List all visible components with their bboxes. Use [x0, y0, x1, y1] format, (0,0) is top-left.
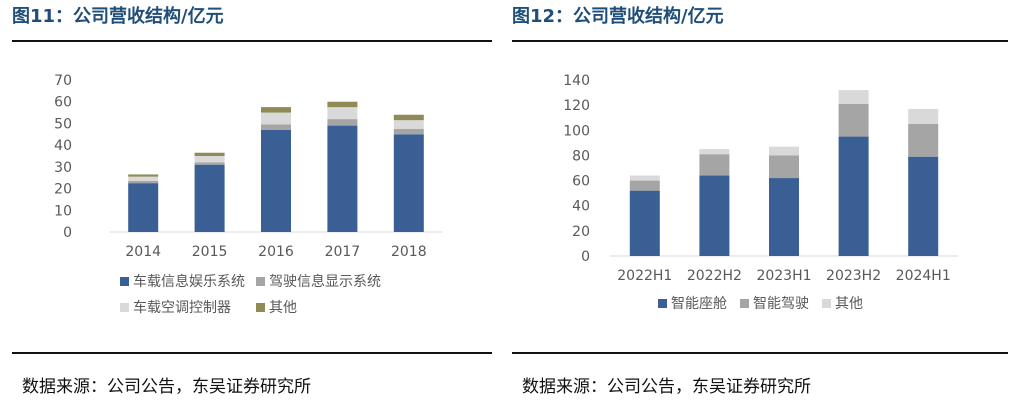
legend-swatch: [120, 303, 129, 312]
legend-swatch: [740, 299, 749, 308]
bar-segment-车载空调控制器-2017: [327, 107, 358, 120]
x-tick-label: 2023H1: [756, 268, 811, 284]
x-tick-label: 2024H1: [896, 268, 951, 284]
figure-12-top-rule: [512, 40, 1008, 42]
bar-segment-其他-2017: [327, 101, 358, 108]
bar-segment-其他-2022H2: [699, 149, 730, 155]
bar-segment-智能驾驶-2024H1: [908, 124, 939, 157]
x-tick-label: 2014: [125, 244, 161, 260]
bar-segment-车载信息娱乐系统-2018: [393, 134, 424, 232]
legend-swatch: [822, 299, 831, 308]
legend-swatch: [256, 303, 265, 312]
figure-12-source: 数据来源：公司公告，东吴证券研究所: [522, 377, 811, 397]
bar-segment-驾驶信息显示系统-2015: [194, 162, 225, 165]
figure-11-panel: 图11：公司营收结构/亿元 0 10 20 30 40 50 60 70 2014 2015 201…: [12, 0, 492, 419]
figure-11-source: 数据来源：公司公告，东吴证券研究所: [22, 377, 311, 397]
y-tick-label: 40: [54, 138, 72, 154]
bar-segment-车载信息娱乐系统-2016: [261, 129, 291, 232]
bar-segment-车载空调控制器-2018: [393, 120, 424, 129]
y-tick-label: 50: [54, 116, 72, 132]
legend-label: 智能驾驶: [753, 296, 809, 312]
bar-segment-其他-2024H1: [908, 108, 939, 124]
y-tick-label: 30: [54, 160, 72, 176]
bar-segment-智能驾驶-2022H1: [629, 180, 660, 191]
figure-11-title: 图11：公司营收结构/亿元: [12, 6, 224, 27]
bar-segment-驾驶信息显示系统-2016: [261, 124, 291, 130]
y-tick-label: 80: [572, 148, 590, 164]
bar-segment-其他-2022H1: [629, 175, 660, 181]
bar-segment-车载空调控制器-2015: [194, 156, 225, 163]
bar-segment-驾驶信息显示系统-2018: [393, 128, 424, 135]
y-tick-label: 0: [581, 249, 590, 265]
figure-11-top-rule: [12, 40, 492, 42]
bar-segment-智能座舱-2024H1: [908, 156, 939, 256]
legend-label: 其他: [835, 296, 863, 312]
y-tick-label: 100: [563, 123, 590, 139]
bar-segment-驾驶信息显示系统-2014: [128, 180, 159, 184]
x-tick-label: 2015: [192, 244, 228, 260]
y-tick-label: 70: [54, 73, 72, 89]
legend-swatch: [120, 277, 129, 286]
legend-label: 车载信息娱乐系统: [133, 273, 245, 290]
legend-label: 车载空调控制器: [133, 299, 231, 316]
bar-segment-智能驾驶-2023H1: [769, 155, 799, 179]
y-tick-label: 120: [563, 98, 590, 114]
bar-segment-智能座舱-2023H2: [838, 136, 869, 256]
bar-segment-其他-2014: [128, 174, 159, 177]
y-tick-label: 10: [54, 203, 72, 219]
figure-11-chart: 0 10 20 30 40 50 60 70 2014 2015 2016 2017 2018 车载信息娱…: [54, 73, 442, 316]
figure-12-chart: 0 20 40 60 80 100 120 140 2022H1 2022H2 2023H1 2023…: [563, 73, 958, 312]
x-tick-label: 2017: [325, 244, 361, 260]
y-tick-label: 0: [63, 225, 72, 241]
legend-swatch: [256, 277, 265, 286]
bar-segment-其他-2015: [194, 152, 225, 156]
x-tick-label: 2018: [391, 244, 427, 260]
x-tick-label: 2023H2: [826, 268, 881, 284]
bar-segment-其他-2016: [261, 107, 291, 113]
y-tick-label: 60: [572, 174, 590, 190]
y-tick-label: 20: [572, 224, 590, 240]
x-tick-label: 2016: [258, 244, 294, 260]
legend-swatch: [658, 299, 667, 308]
y-tick-label: 20: [54, 182, 72, 198]
bar-segment-智能座舱-2022H2: [699, 175, 730, 256]
figure-11-bottom-rule: [12, 352, 492, 354]
legend-label: 智能座舱: [671, 296, 727, 312]
bar-segment-智能座舱-2023H1: [769, 178, 799, 256]
y-tick-label: 60: [54, 95, 72, 111]
bar-segment-智能座舱-2022H1: [629, 190, 660, 256]
bar-segment-其他-2018: [393, 114, 424, 121]
bar-segment-智能驾驶-2023H2: [838, 103, 869, 137]
figure-12-bottom-rule: [512, 352, 1008, 354]
bar-segment-车载信息娱乐系统-2014: [128, 183, 159, 232]
bar-segment-驾驶信息显示系统-2017: [327, 119, 358, 126]
y-tick-label: 40: [572, 199, 590, 215]
bar-segment-其他-2023H1: [769, 146, 799, 156]
y-tick-label: 140: [563, 73, 590, 89]
figure-12-title: 图12：公司营收结构/亿元: [512, 6, 724, 27]
bar-segment-车载空调控制器-2014: [128, 176, 159, 181]
bar-segment-车载空调控制器-2016: [261, 112, 291, 125]
legend-label: 驾驶信息显示系统: [269, 273, 381, 290]
legend-label: 其他: [269, 300, 297, 316]
x-tick-label: 2022H2: [687, 268, 742, 284]
x-tick-label: 2022H1: [617, 268, 672, 284]
bar-segment-车载信息娱乐系统-2017: [327, 125, 358, 232]
bar-segment-其他-2023H2: [838, 90, 869, 104]
bar-segment-车载信息娱乐系统-2015: [194, 164, 225, 232]
bar-segment-智能驾驶-2022H2: [699, 154, 730, 176]
figure-12-panel: 图12：公司营收结构/亿元 0 20 40 60 80 100 120 140 2022H1 20…: [512, 0, 1008, 419]
